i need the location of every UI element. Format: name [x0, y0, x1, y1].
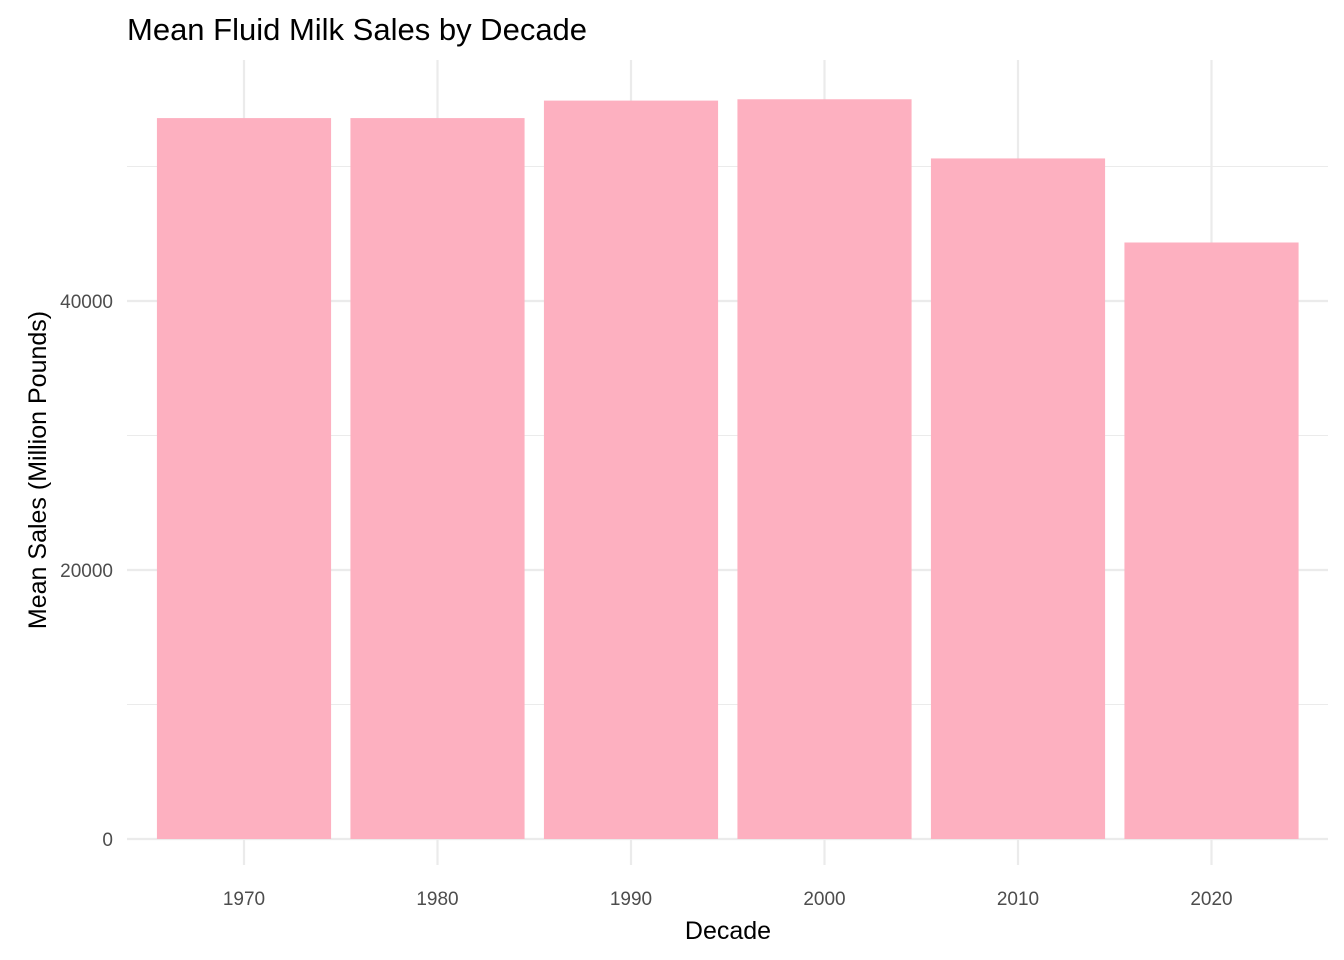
- y-tick-label: 0: [102, 830, 113, 851]
- y-axis-ticks: 0 20000 40000: [60, 292, 113, 851]
- bar-1980: [350, 118, 525, 839]
- y-tick-label: 40000: [60, 292, 113, 313]
- bars: [156, 99, 1299, 840]
- chart-title: Mean Fluid Milk Sales by Decade: [127, 12, 587, 47]
- x-tick-label: 2000: [803, 889, 845, 910]
- x-tick-label: 2020: [1190, 889, 1232, 910]
- bar-2000: [737, 99, 912, 839]
- bar-1970: [156, 118, 332, 839]
- y-axis-title: Mean Sales (Million Pounds): [24, 311, 52, 629]
- x-axis-ticks: 1970 1980 1990 2000 2010 2020: [223, 889, 1233, 910]
- x-axis-title: Decade: [685, 917, 771, 945]
- x-tick-label: 1970: [223, 889, 265, 910]
- x-tick-label: 1990: [610, 889, 652, 910]
- x-tick-label: 2010: [997, 889, 1039, 910]
- y-tick-label: 20000: [60, 561, 113, 582]
- bar-2020: [1124, 242, 1299, 839]
- bar-1990: [543, 100, 719, 840]
- bar-2010: [930, 158, 1106, 839]
- x-tick-label: 1980: [416, 889, 458, 910]
